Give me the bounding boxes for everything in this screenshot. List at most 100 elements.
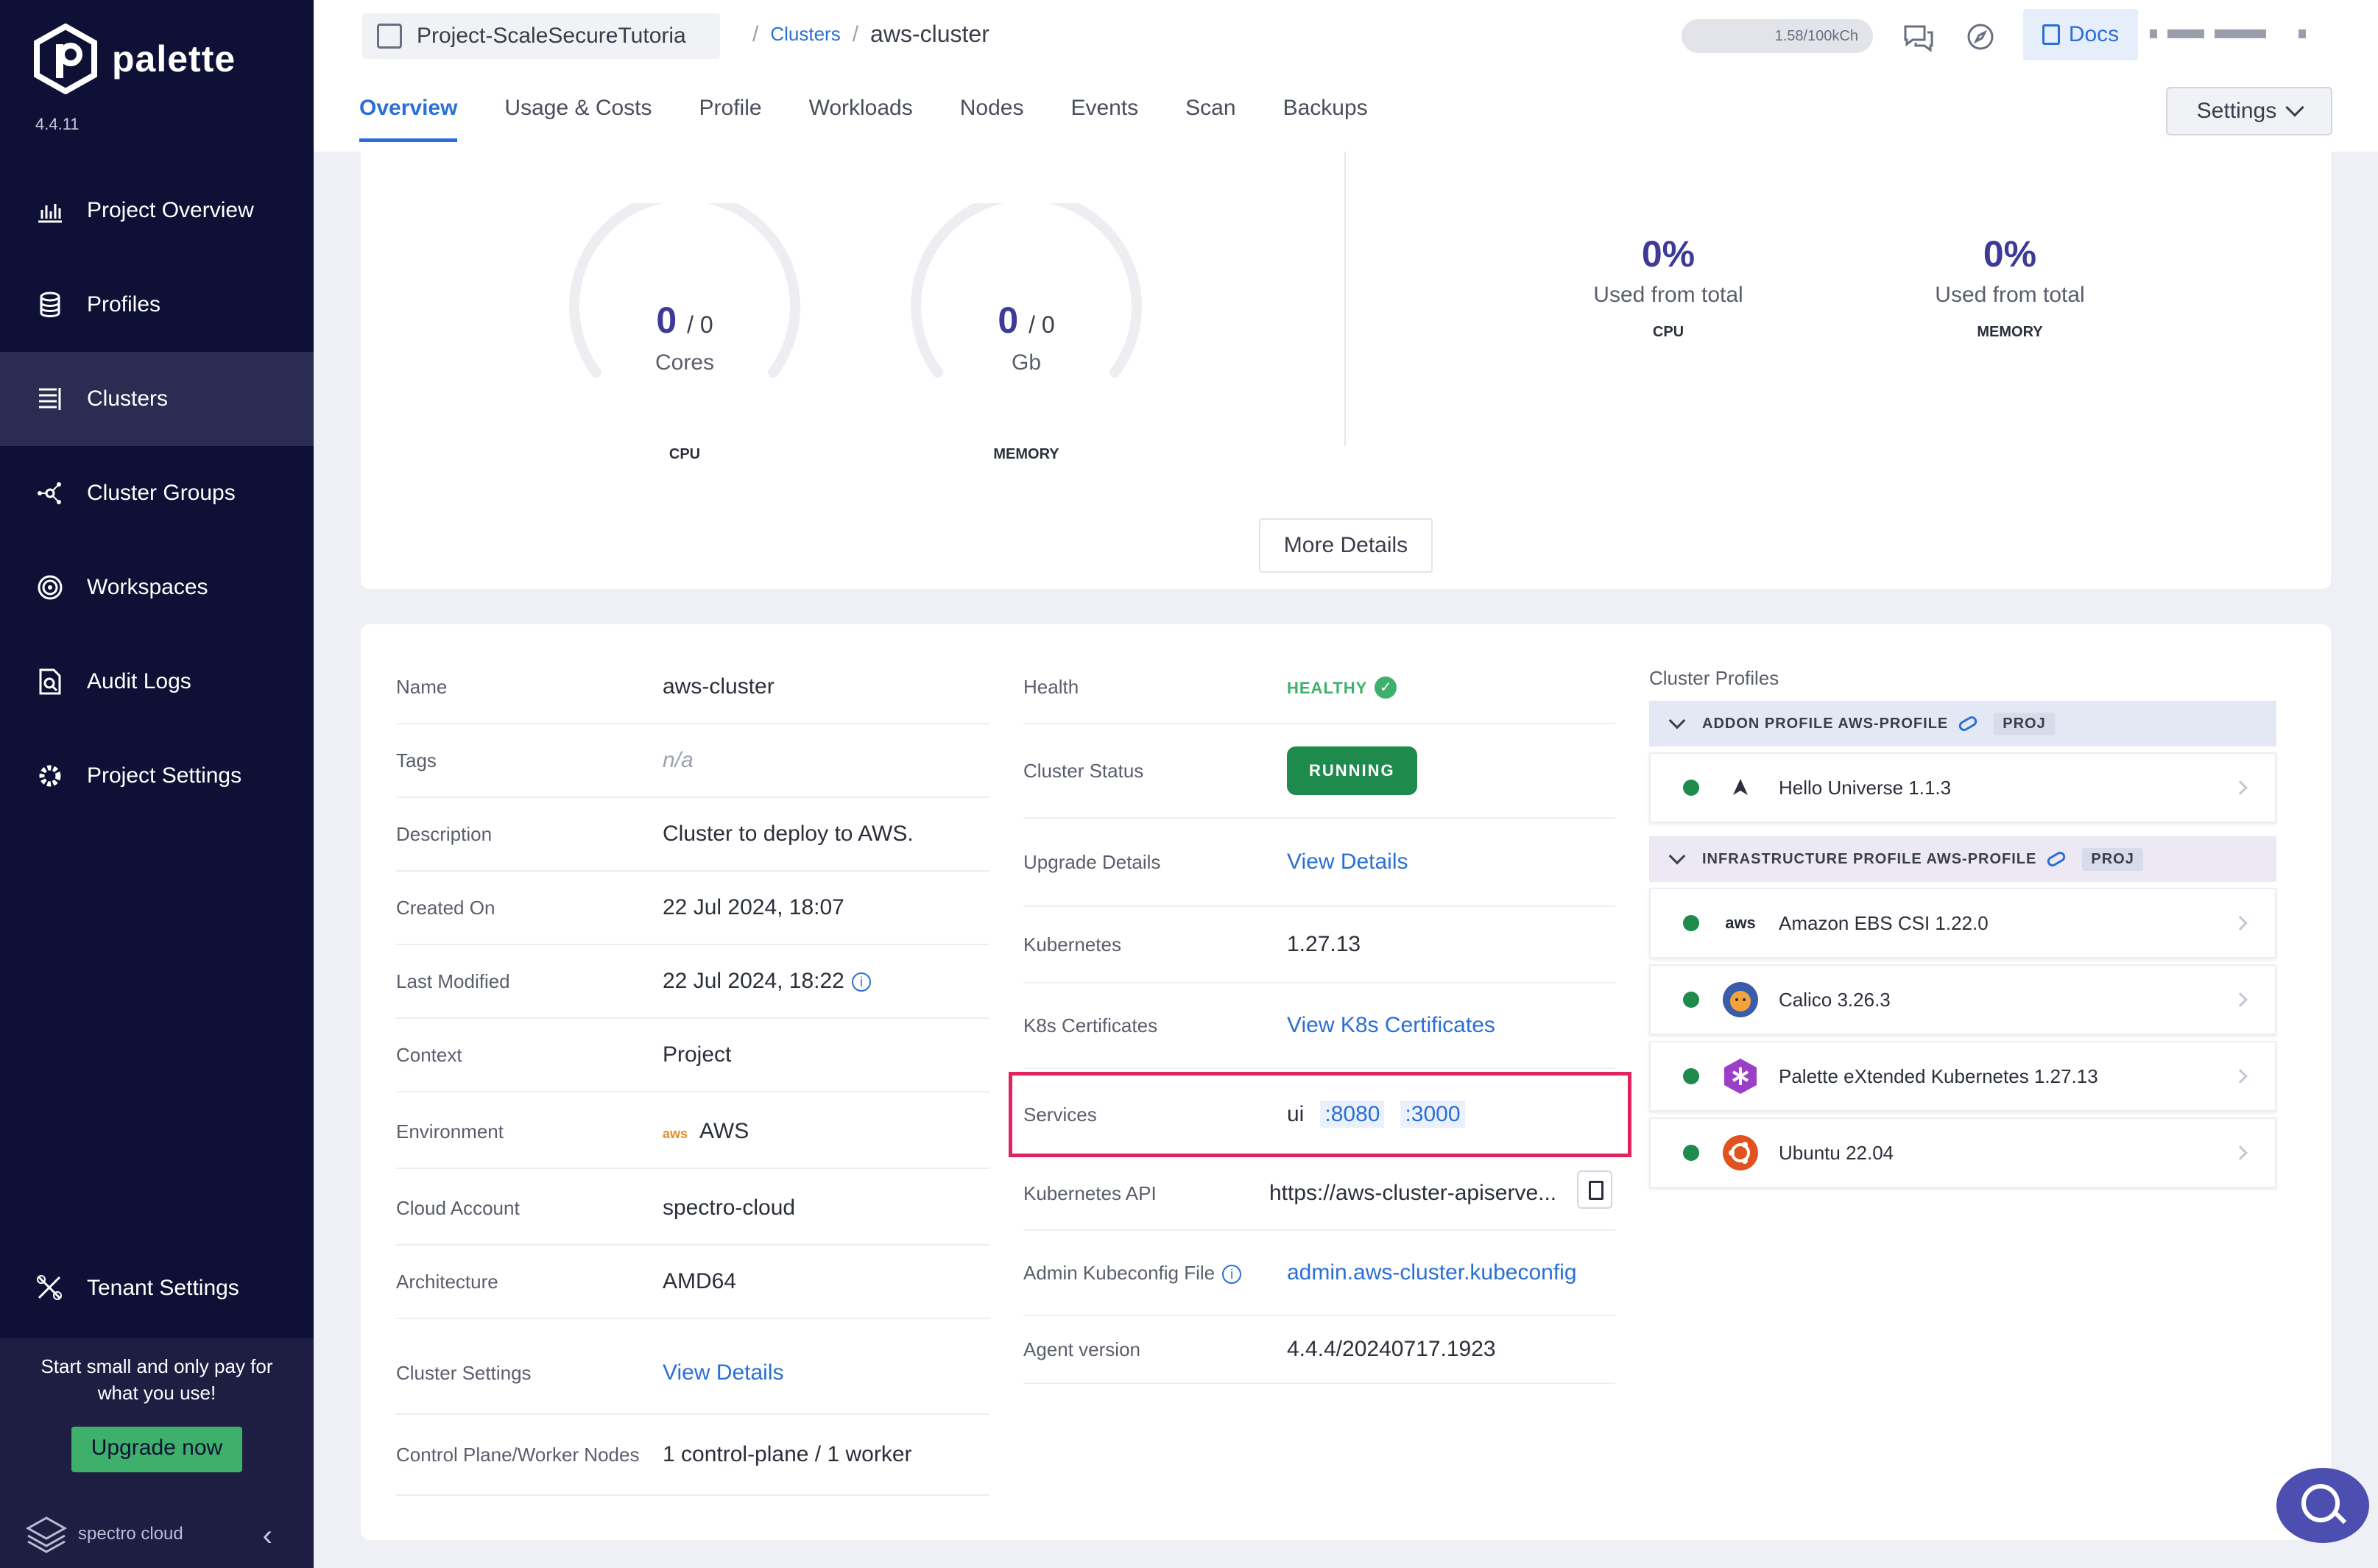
detail-label: Admin Kubeconfig File i xyxy=(1023,1262,1242,1285)
gear-icon xyxy=(35,761,65,791)
user-menu[interactable] xyxy=(2150,29,2341,40)
project-selector[interactable]: Project-ScaleSecureTutoria xyxy=(362,13,720,59)
profile-pack-amazon-ebs-csi[interactable]: aws Amazon EBS CSI 1.22.0 xyxy=(1649,888,2276,958)
detail-label: Name xyxy=(396,675,448,698)
link-icon[interactable] xyxy=(1957,714,1980,733)
divider xyxy=(1344,152,1346,446)
profile-pack-hello-universe[interactable]: Hello Universe 1.1.3 xyxy=(1649,752,2276,823)
status-dot xyxy=(1683,992,1699,1008)
cpu-gauge-label: CPU xyxy=(668,446,701,462)
tab-backups[interactable]: Backups xyxy=(1283,96,1368,120)
memory-percent-label: MEMORY xyxy=(1977,324,2043,340)
memory-gauge-value: 0 / 0 xyxy=(998,300,1055,341)
tab-scan[interactable]: Scan xyxy=(1185,96,1236,120)
detail-row-cluster-status: Cluster Status RUNNING xyxy=(1023,724,1615,819)
chevron-right-icon xyxy=(2233,992,2248,1007)
health-value: HEALTHY ✓ xyxy=(1287,674,1397,699)
tab-profile[interactable]: Profile xyxy=(699,96,762,120)
sidebar-item-cluster-groups[interactable]: Cluster Groups xyxy=(0,446,314,540)
info-icon[interactable]: i xyxy=(1222,1264,1242,1284)
architecture-value: AMD64 xyxy=(663,1269,737,1293)
search-help-button[interactable] xyxy=(2276,1468,2369,1543)
service-port-3000-link[interactable]: :3000 xyxy=(1400,1101,1465,1128)
detail-row-k8s-certificates: K8s Certificates View K8s Certificates xyxy=(1023,983,1615,1069)
detail-label: Control Plane/Worker Nodes xyxy=(396,1443,640,1466)
sidebar-item-project-settings[interactable]: Project Settings xyxy=(0,729,314,823)
chevron-down-icon xyxy=(1668,712,1686,730)
breadcrumb-clusters-link[interactable]: Clusters xyxy=(770,23,841,45)
kubeconfig-download-link[interactable]: admin.aws-cluster.kubeconfig xyxy=(1287,1260,1577,1285)
aws-icon: aws xyxy=(663,1126,688,1141)
detail-label: Context xyxy=(396,1043,462,1066)
credits-usage-pill[interactable]: 1.58/100kCh xyxy=(1682,19,1873,53)
breadcrumb: / Clusters / aws-cluster xyxy=(741,21,989,48)
palette-hexagon-icon xyxy=(34,24,97,94)
sidebar-item-tenant-settings[interactable]: Tenant Settings xyxy=(0,1241,314,1335)
calico-cat-icon xyxy=(1721,981,1760,1019)
detail-label: Kubernetes xyxy=(1023,933,1121,956)
tags-value: n/a xyxy=(663,748,694,772)
detail-label: Cluster Status xyxy=(1023,759,1144,782)
sidebar-item-audit-logs[interactable]: Audit Logs xyxy=(0,635,314,729)
memory-gauge-unit: Gb xyxy=(1011,350,1042,375)
tab-overview[interactable]: Overview xyxy=(359,96,458,142)
spaceship-icon xyxy=(1721,769,1760,807)
detail-label: Last Modified xyxy=(396,970,510,992)
status-dot xyxy=(1683,780,1699,796)
view-k8s-certificates-link[interactable]: View K8s Certificates xyxy=(1287,1013,1495,1037)
cpu-percent: 0% Used from total CPU xyxy=(1550,233,1786,341)
detail-row-name: Name aws-cluster xyxy=(396,651,989,724)
palette-logo[interactable]: palette xyxy=(34,24,236,94)
cluster-profiles-title: Cluster Profiles xyxy=(1649,667,1779,689)
copy-icon[interactable] xyxy=(1577,1170,1612,1209)
sidebar-item-clusters[interactable]: Clusters xyxy=(0,352,314,446)
status-dot xyxy=(1683,1068,1699,1084)
compass-icon[interactable] xyxy=(1963,19,1998,54)
upgrade-text: Start small and only pay for what you us… xyxy=(40,1355,273,1404)
upgrade-now-button[interactable]: Upgrade now xyxy=(71,1427,242,1472)
cpu-percent-label: CPU xyxy=(1652,324,1684,340)
sidebar-footer: spectro cloud ‹ xyxy=(0,1500,314,1568)
more-details-button[interactable]: More Details xyxy=(1259,518,1433,573)
collapse-sidebar-icon[interactable]: ‹ xyxy=(262,1519,272,1552)
status-dot xyxy=(1683,915,1699,931)
sidebar-item-label: Workspaces xyxy=(87,575,208,599)
app-version: 4.4.11 xyxy=(35,115,80,133)
ubuntu-icon xyxy=(1721,1134,1760,1172)
detail-row-tags: Tags n/a xyxy=(396,724,989,798)
nodes-value: 1 control-plane / 1 worker xyxy=(663,1442,912,1466)
settings-dropdown[interactable]: Settings xyxy=(2166,87,2332,135)
profile-pack-palette-kubernetes[interactable]: Palette eXtended Kubernetes 1.27.13 xyxy=(1649,1041,2276,1112)
cluster-settings-view-details-link[interactable]: View Details xyxy=(663,1360,784,1385)
info-icon[interactable]: i xyxy=(851,972,871,992)
sidebar-item-project-overview[interactable]: Project Overview xyxy=(0,163,314,258)
tab-usage-costs[interactable]: Usage & Costs xyxy=(504,96,652,120)
cpu-percent-value: 0% xyxy=(1641,233,1696,275)
link-icon[interactable] xyxy=(2045,850,2068,869)
detail-row-nodes: Control Plane/Worker Nodes 1 control-pla… xyxy=(396,1415,989,1496)
chat-icon[interactable] xyxy=(1901,19,1936,54)
detail-label: Services xyxy=(1023,1103,1097,1126)
profile-pack-ubuntu[interactable]: Ubuntu 22.04 xyxy=(1649,1117,2276,1188)
tab-events[interactable]: Events xyxy=(1070,96,1139,120)
sidebar-item-profiles[interactable]: Profiles xyxy=(0,258,314,352)
sidebar-item-workspaces[interactable]: Workspaces xyxy=(0,540,314,635)
tab-nodes[interactable]: Nodes xyxy=(959,96,1024,120)
detail-row-agent-version: Agent version 4.4.4/20240717.1923 xyxy=(1023,1316,1615,1384)
detail-row-created-on: Created On 22 Jul 2024, 18:07 xyxy=(396,872,989,945)
service-port-8080-link[interactable]: :8080 xyxy=(1320,1101,1385,1128)
docs-button[interactable]: Docs xyxy=(2023,9,2138,60)
sidebar-item-label: Tenant Settings xyxy=(87,1276,239,1300)
detail-label: Cloud Account xyxy=(396,1196,520,1219)
addon-profile-header[interactable]: ADDON PROFILE AWS-PROFILE PROJ xyxy=(1649,701,2276,746)
profile-pack-calico[interactable]: Calico 3.26.3 xyxy=(1649,964,2276,1035)
infrastructure-profile-header[interactable]: INFRASTRUCTURE PROFILE AWS-PROFILE PROJ xyxy=(1649,836,2276,882)
cluster-status-value: RUNNING xyxy=(1287,746,1417,795)
tab-workloads[interactable]: Workloads xyxy=(808,96,913,120)
detail-label: Description xyxy=(396,822,493,845)
docs-label: Docs xyxy=(2068,22,2120,46)
cluster-name-value: aws-cluster xyxy=(663,674,775,699)
spectro-cloud-logo-icon xyxy=(25,1516,68,1553)
upgrade-view-details-link[interactable]: View Details xyxy=(1287,850,1408,874)
footer-brand: spectro cloud xyxy=(78,1524,183,1544)
